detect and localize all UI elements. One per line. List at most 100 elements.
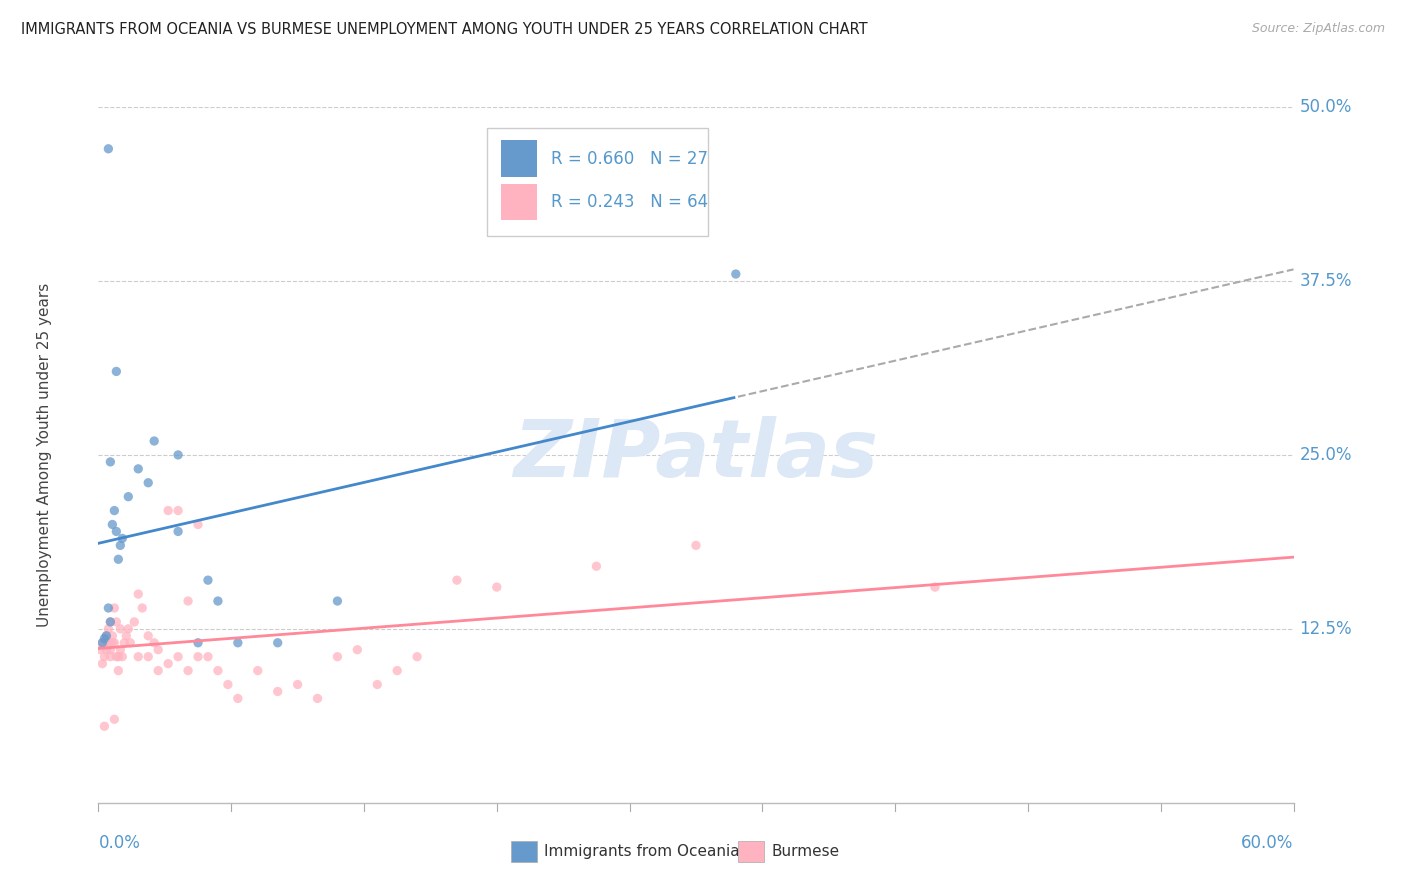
Text: 50.0%: 50.0% (1299, 98, 1353, 116)
Point (91, 636, 114, 650)
Point (197, 573, 219, 587)
Point (385, 664, 409, 678)
Point (124, 615, 146, 629)
Point (101, 636, 124, 650)
Point (91, 636, 114, 650)
Bar (501, 185, 537, 220)
Point (724, 267, 747, 281)
Point (105, 615, 128, 629)
Point (97, 142, 120, 156)
Point (96, 642, 118, 657)
Point (326, 649, 349, 664)
Text: 37.5%: 37.5% (1299, 272, 1353, 290)
Point (117, 490, 139, 504)
Point (93, 719, 115, 733)
Point (187, 649, 209, 664)
Point (148, 642, 170, 657)
Point (177, 664, 200, 678)
Text: R = 0.660   N = 27: R = 0.660 N = 27 (551, 150, 709, 168)
Text: Immigrants from Oceania: Immigrants from Oceania (544, 844, 740, 859)
Point (96, 629, 118, 643)
Point (107, 664, 129, 678)
Point (97, 622, 120, 636)
Point (105, 364, 128, 378)
Text: Unemployment Among Youth under 25 years: Unemployment Among Youth under 25 years (37, 283, 52, 627)
Point (446, 573, 468, 587)
Text: Burmese: Burmese (772, 844, 839, 859)
Point (148, 664, 170, 678)
Point (101, 629, 124, 643)
Point (101, 517, 124, 532)
Point (585, 559, 607, 574)
Text: 12.5%: 12.5% (1299, 620, 1353, 638)
Point (207, 664, 229, 678)
Point (136, 649, 159, 664)
Point (924, 580, 946, 594)
Point (117, 622, 139, 636)
Point (93, 632, 115, 646)
Point (127, 649, 149, 664)
Text: ZIPatlas: ZIPatlas (513, 416, 879, 494)
Point (136, 629, 159, 643)
Point (97, 636, 120, 650)
Point (103, 601, 125, 615)
Point (246, 664, 269, 678)
Point (485, 580, 508, 594)
Point (107, 649, 129, 664)
Point (120, 636, 142, 650)
Point (98, 615, 122, 629)
Point (98, 455, 122, 469)
Point (167, 448, 190, 462)
Point (127, 587, 149, 601)
Point (366, 677, 388, 691)
Point (267, 684, 290, 698)
Point (226, 636, 249, 650)
Point (103, 503, 125, 517)
Point (307, 691, 329, 706)
Point (98, 615, 122, 629)
Point (685, 538, 707, 552)
Point (167, 524, 190, 539)
FancyBboxPatch shape (486, 128, 709, 235)
Point (112, 636, 135, 650)
Point (105, 524, 128, 539)
Point (197, 649, 219, 664)
Point (111, 649, 134, 664)
Point (267, 636, 290, 650)
Point (143, 636, 166, 650)
Point (110, 642, 132, 657)
Point (93, 636, 115, 650)
Point (136, 475, 159, 490)
Point (98, 642, 122, 657)
Point (167, 649, 190, 664)
Point (115, 629, 138, 643)
Point (217, 677, 239, 691)
Bar (501, 140, 537, 177)
Point (111, 532, 134, 546)
Point (127, 462, 149, 476)
Point (346, 642, 368, 657)
Point (157, 503, 180, 517)
Point (167, 503, 190, 517)
Point (177, 594, 200, 608)
Point (98, 649, 122, 664)
Bar (738, 841, 763, 862)
Point (143, 434, 166, 448)
Text: 0.0%: 0.0% (98, 834, 141, 852)
Point (110, 622, 132, 636)
Point (157, 657, 180, 671)
Point (226, 691, 249, 706)
Point (406, 649, 429, 664)
Text: IMMIGRANTS FROM OCEANIA VS BURMESE UNEMPLOYMENT AMONG YOUTH UNDER 25 YEARS CORRE: IMMIGRANTS FROM OCEANIA VS BURMESE UNEMP… (21, 22, 868, 37)
Point (207, 594, 229, 608)
Point (326, 594, 349, 608)
Point (107, 552, 129, 566)
Point (103, 712, 125, 726)
Bar (510, 841, 537, 862)
Point (105, 649, 128, 664)
Point (93, 649, 115, 664)
Point (97, 601, 120, 615)
Text: Source: ZipAtlas.com: Source: ZipAtlas.com (1251, 22, 1385, 36)
Point (103, 636, 125, 650)
Point (89, 642, 111, 657)
